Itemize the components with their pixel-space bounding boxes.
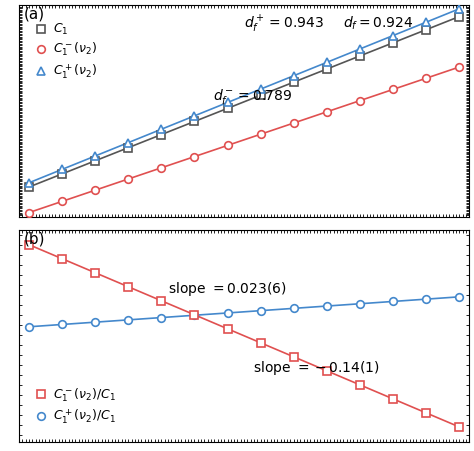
$C_1^+(\nu_2)/C_1$: [92, 319, 98, 325]
Line: $C_1^-(\nu_2)/C_1$: $C_1^-(\nu_2)/C_1$: [25, 241, 463, 431]
$C_1^+(\nu_2)/C_1$: [191, 313, 197, 318]
$C_1^-(\nu_2)/C_1$: [92, 270, 98, 276]
Line: $C_1$: $C_1$: [25, 13, 463, 191]
$C_1^+(\nu_2)$: [456, 6, 462, 11]
$C_1^-(\nu_2)/C_1$: [357, 382, 363, 387]
$C_1^+(\nu_2)/C_1$: [390, 299, 396, 304]
$C_1^-(\nu_2)/C_1$: [59, 256, 65, 262]
$C_1^+(\nu_2)$: [225, 100, 230, 105]
$C_1^+(\nu_2)$: [390, 33, 396, 38]
$C_1^-(\nu_2)$: [92, 188, 98, 193]
Line: $C_1^+(\nu_2)/C_1$: $C_1^+(\nu_2)/C_1$: [25, 293, 463, 331]
$C_1^+(\nu_2)$: [423, 19, 429, 25]
$C_1^-(\nu_2)$: [324, 109, 330, 115]
$C_1$: [92, 158, 98, 164]
$C_1^+(\nu_2)$: [291, 73, 297, 78]
$C_1$: [191, 119, 197, 124]
$C_1^-(\nu_2)/C_1$: [456, 424, 462, 430]
$C_1^+(\nu_2)$: [59, 167, 65, 172]
$C_1^+(\nu_2)/C_1$: [26, 324, 32, 330]
Line: $C_1^+(\nu_2)$: $C_1^+(\nu_2)$: [25, 5, 463, 187]
$C_1^-(\nu_2)$: [258, 132, 264, 137]
Line: $C_1^-(\nu_2)$: $C_1^-(\nu_2)$: [25, 63, 463, 216]
$C_1^-(\nu_2)/C_1$: [26, 242, 32, 247]
$C_1$: [324, 66, 330, 72]
$C_1^-(\nu_2)/C_1$: [291, 354, 297, 359]
$C_1^+(\nu_2)/C_1$: [126, 317, 131, 322]
$C_1^-(\nu_2)/C_1$: [225, 326, 230, 331]
$C_1^+(\nu_2)/C_1$: [291, 306, 297, 311]
$C_1^+(\nu_2)/C_1$: [357, 301, 363, 306]
$C_1^+(\nu_2)$: [26, 180, 32, 185]
$C_1^-(\nu_2)$: [456, 64, 462, 70]
$C_1^+(\nu_2)/C_1$: [456, 294, 462, 299]
$C_1^-(\nu_2)/C_1$: [158, 298, 164, 304]
$C_1^-(\nu_2)$: [357, 98, 363, 103]
$C_1$: [390, 40, 396, 46]
$C_1^+(\nu_2)/C_1$: [258, 308, 264, 313]
Text: $d_f^- = 0.789$: $d_f^- = 0.789$: [212, 87, 292, 106]
$C_1^+(\nu_2)$: [191, 113, 197, 119]
$C_1^+(\nu_2)/C_1$: [423, 296, 429, 302]
$C_1^-(\nu_2)$: [191, 154, 197, 159]
Legend: $C_1^-(\nu_2)/C_1$, $C_1^+(\nu_2)/C_1$: $C_1^-(\nu_2)/C_1$, $C_1^+(\nu_2)/C_1$: [30, 382, 121, 432]
$C_1$: [59, 171, 65, 177]
$C_1^-(\nu_2)$: [59, 199, 65, 204]
$C_1^-(\nu_2)$: [423, 75, 429, 81]
$C_1$: [357, 53, 363, 59]
Text: $d_f = 0.924$: $d_f = 0.924$: [343, 15, 413, 32]
Text: (b): (b): [23, 232, 45, 247]
$C_1^-(\nu_2)$: [126, 176, 131, 182]
$C_1^+(\nu_2)$: [357, 46, 363, 51]
$C_1$: [225, 106, 230, 111]
$C_1^+(\nu_2)/C_1$: [225, 310, 230, 316]
$C_1^-(\nu_2)/C_1$: [423, 410, 429, 416]
$C_1^-(\nu_2)/C_1$: [258, 340, 264, 345]
$C_1$: [258, 92, 264, 98]
$C_1^+(\nu_2)$: [126, 140, 131, 145]
$C_1^+(\nu_2)$: [92, 153, 98, 159]
$C_1^+(\nu_2)/C_1$: [59, 322, 65, 327]
Text: slope $= -0.14(1)$: slope $= -0.14(1)$: [253, 359, 380, 377]
$C_1^-(\nu_2)/C_1$: [191, 312, 197, 318]
$C_1$: [291, 79, 297, 85]
$C_1$: [423, 27, 429, 32]
Legend: $C_1$, $C_1^-(\nu_2)$, $C_1^+(\nu_2)$: $C_1$, $C_1^-(\nu_2)$, $C_1^+(\nu_2)$: [30, 17, 103, 86]
$C_1^-(\nu_2)$: [291, 120, 297, 126]
$C_1^-(\nu_2)/C_1$: [390, 396, 396, 401]
$C_1$: [158, 132, 164, 137]
$C_1^+(\nu_2)/C_1$: [158, 315, 164, 320]
$C_1^-(\nu_2)$: [390, 87, 396, 92]
$C_1^+(\nu_2)$: [158, 127, 164, 132]
Text: $d_f^+ = 0.943$: $d_f^+ = 0.943$: [244, 13, 324, 35]
$C_1^-(\nu_2)$: [225, 143, 230, 148]
$C_1^-(\nu_2)$: [158, 165, 164, 170]
$C_1^+(\nu_2)$: [324, 60, 330, 65]
$C_1^-(\nu_2)/C_1$: [324, 368, 330, 373]
$C_1$: [126, 145, 131, 151]
Text: slope $= 0.023(6)$: slope $= 0.023(6)$: [168, 281, 286, 298]
$C_1$: [26, 184, 32, 190]
$C_1^-(\nu_2)$: [26, 210, 32, 215]
$C_1^-(\nu_2)/C_1$: [126, 284, 131, 290]
$C_1^+(\nu_2)$: [258, 87, 264, 92]
Text: (a): (a): [23, 7, 45, 22]
$C_1$: [456, 14, 462, 19]
$C_1^+(\nu_2)/C_1$: [324, 304, 330, 309]
